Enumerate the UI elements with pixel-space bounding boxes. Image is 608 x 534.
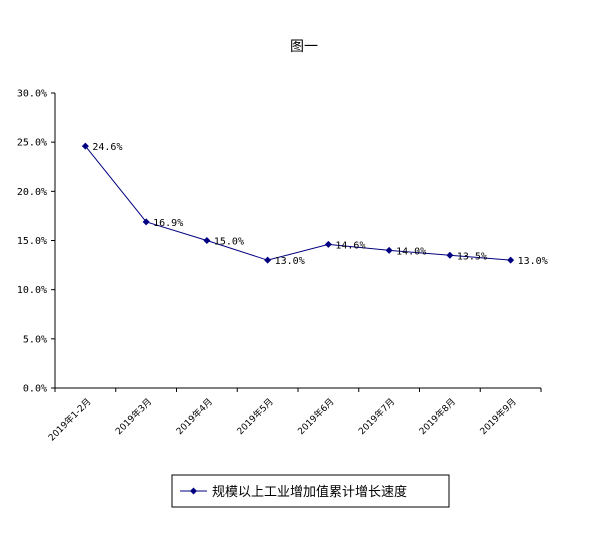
data-point-marker [203,237,211,244]
x-tick-label: 2019年5月 [234,396,275,437]
legend: 规模以上工业增加值累计增长速度 [171,474,450,508]
data-label: 14.6% [335,240,365,251]
x-tick-label: 2019年3月 [113,396,154,437]
x-tick-label: 2019年7月 [356,396,397,437]
y-tick-label: 30.0% [17,89,47,100]
data-point-marker [507,256,515,264]
data-point-marker [81,142,89,150]
data-label: 13.5% [457,251,487,262]
y-tick-labels: 0.0% 5.0% 10.0% 15.0% 20.0% 25.0% 30.0% [17,89,47,395]
data-label: 13.0% [275,256,305,267]
x-tick-label: 2019年6月 [295,396,336,437]
series-polyline [84,145,511,261]
axes [51,92,542,392]
y-tick-label: 5.0% [23,334,47,345]
data-label: 16.9% [153,218,183,229]
y-tick-label: 10.0% [17,285,47,296]
legend-diamond-icon [190,487,197,495]
x-tick-label: 2019年4月 [174,396,215,437]
x-tick-label: 2019年8月 [417,396,458,437]
data-labels: 24.6% 16.9% 15.0% 13.0% 14.6% 14.0% 13.5% 13.0% [92,142,547,267]
data-label: 15.0% [214,237,244,248]
chart-title: 图一 [290,39,318,55]
legend-label: 规模以上工业增加值累计增长速度 [212,484,407,500]
series-line [81,142,515,264]
data-point-marker [446,251,454,259]
data-point-marker [264,256,272,264]
x-tick-label: 2019年9月 [477,396,518,437]
data-point-marker [324,240,332,248]
legend-box [171,474,450,508]
data-label: 14.0% [396,246,426,257]
y-tick-label: 20.0% [17,187,47,198]
data-label: 24.6% [92,142,122,153]
x-tick-labels: 2019年1-2月 2019年3月 2019年4月 2019年5月 2019年6月 201… [46,396,519,444]
y-tick-label: 0.0% [23,384,47,395]
data-label: 13.0% [518,256,548,267]
y-tick-label: 15.0% [17,236,47,247]
y-tick-label: 25.0% [17,138,47,149]
data-point-marker [385,246,393,254]
x-tick-label: 2019年1-2月 [46,396,94,444]
data-point-marker [142,218,150,226]
